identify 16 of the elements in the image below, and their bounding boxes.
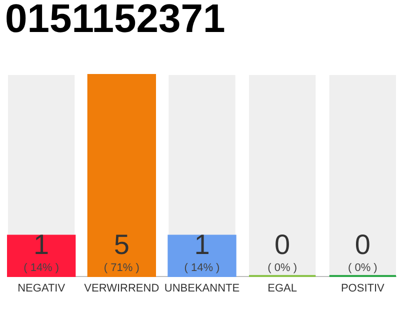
data-label: 5 (114, 229, 130, 260)
chart-title: 0151152371 (5, 0, 226, 41)
x-tick-label: VERWIRREND (84, 282, 160, 294)
annotation: ( 14% ) (184, 262, 220, 274)
data-label: 1 (194, 229, 210, 260)
x-tick-label: UNBEKANNTE (164, 282, 240, 294)
x-tick-label: EGAL (268, 282, 298, 294)
annotation: ( 0% ) (348, 262, 378, 274)
annotation: ( 0% ) (268, 262, 298, 274)
x-tick-label: POSITIV (340, 282, 386, 294)
data-label: 0 (354, 229, 370, 260)
data-label: 0 (274, 229, 290, 260)
x-tick-label: NEGATIV (18, 282, 66, 294)
annotation: ( 71% ) (104, 262, 140, 274)
data-label: 1 (34, 229, 50, 260)
annotation: ( 14% ) (24, 262, 60, 274)
